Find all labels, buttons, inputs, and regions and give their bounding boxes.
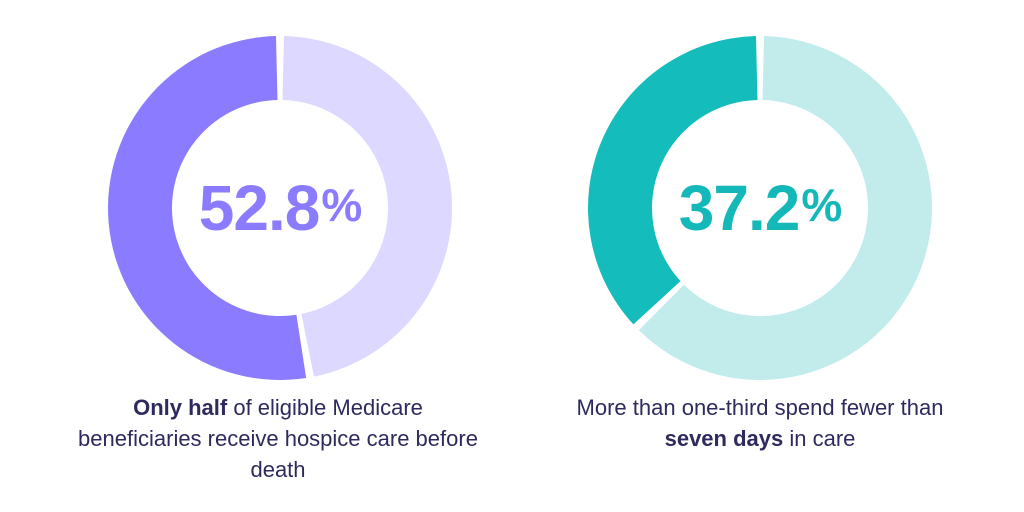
- donut-remaining-segment: [638, 36, 933, 381]
- donut-value-unit: %: [801, 179, 842, 231]
- caption-bold-text: seven days: [664, 426, 784, 451]
- donut-value-segment: [108, 36, 307, 380]
- donut-value-number: 52.8: [198, 172, 321, 244]
- donut-chart-hospice-care: [108, 36, 453, 380]
- donut-value-unit: %: [321, 179, 362, 231]
- caption-text-before: More than one-third spend fewer than: [576, 395, 944, 420]
- donut-caption: More than one-third spend fewer than sev…: [560, 392, 960, 454]
- donut-center-value: 52.8%: [100, 28, 460, 388]
- donut-value-number: 37.2: [678, 172, 801, 244]
- caption-bold-text: Only half: [133, 395, 228, 420]
- donut-chart-seven-days: [588, 36, 933, 381]
- donut-remaining-segment: [282, 36, 453, 377]
- caption-text-after: in care: [783, 426, 856, 451]
- donut-caption: Only half of eligible Medicare beneficia…: [78, 392, 478, 485]
- donut-value-segment: [588, 36, 758, 325]
- caption-text: of eligible Medicare beneficiaries recei…: [78, 395, 478, 482]
- donut-center-value: 37.2%: [580, 28, 940, 388]
